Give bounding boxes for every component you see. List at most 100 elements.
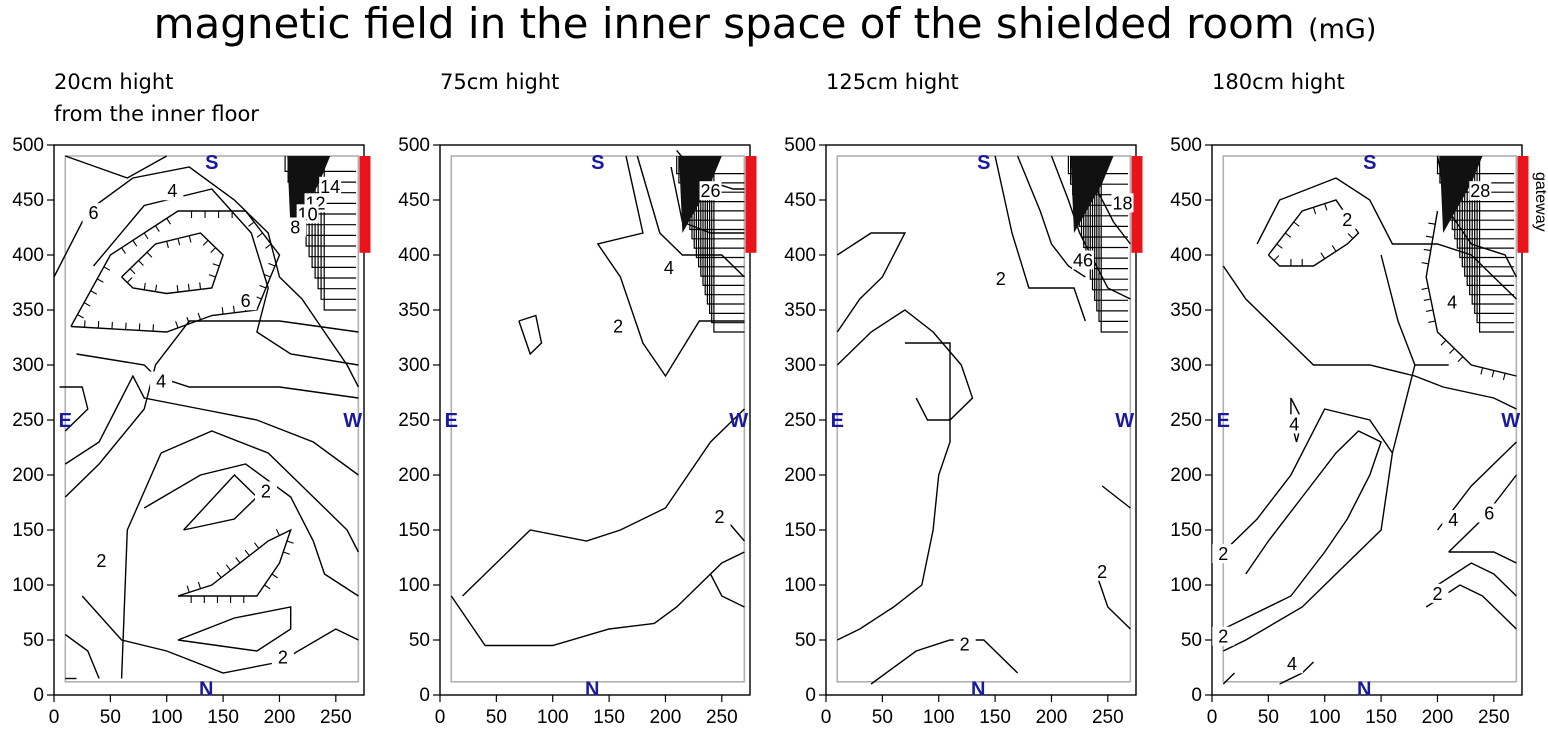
contour-hatch xyxy=(175,321,179,329)
contour-line xyxy=(636,155,745,278)
contour-line-dense xyxy=(1070,156,1129,185)
y-tick-label: 450 xyxy=(398,190,430,211)
contour-line-dense xyxy=(1091,156,1129,291)
contour-line-dense xyxy=(1479,156,1515,333)
y-tick-label: 500 xyxy=(12,135,44,156)
contour-hatch xyxy=(1421,262,1429,265)
contour-line-dense xyxy=(706,156,745,305)
contour-line-dense xyxy=(1471,156,1515,305)
contour-line xyxy=(709,573,745,608)
contour-line xyxy=(462,408,745,597)
y-tick-label: 150 xyxy=(784,520,816,541)
contour-hatch xyxy=(248,221,255,227)
contour-label: 2 xyxy=(996,269,1006,289)
y-tick-label: 400 xyxy=(12,245,44,266)
room-outline xyxy=(64,155,360,683)
x-tick-label: 50 xyxy=(1258,707,1279,728)
y-tick-label: 350 xyxy=(784,300,816,321)
y-tick-label: 0 xyxy=(419,685,430,706)
gateway-marker xyxy=(1517,156,1529,253)
contour-hatch xyxy=(202,239,209,246)
contour-label-bg xyxy=(607,316,630,336)
contour-hatch xyxy=(264,584,271,590)
y-tick-label: 450 xyxy=(1170,190,1202,211)
contour-line-dense xyxy=(711,156,745,324)
contour-line xyxy=(1437,562,1517,597)
gateway-marker xyxy=(1131,156,1143,253)
y-tick-label: 300 xyxy=(1170,355,1202,376)
y-tick-label: 500 xyxy=(398,135,430,156)
contour-hatch xyxy=(186,585,190,593)
gateway-marker xyxy=(359,156,371,253)
contour-hatch xyxy=(138,260,144,266)
panel-label-line1: 20cm hight xyxy=(54,70,174,94)
direction-east: E xyxy=(445,410,458,432)
contour-label-bg xyxy=(271,647,294,667)
contour-label-bg xyxy=(319,176,342,196)
x-tick-label: 200 xyxy=(1036,707,1068,728)
contour-label-bg xyxy=(90,550,113,570)
contour-label: 2 xyxy=(96,551,106,571)
contour-hatch xyxy=(1284,232,1292,238)
direction-west: W xyxy=(729,410,748,432)
contour-label-bg xyxy=(1212,544,1235,564)
contour-hatch xyxy=(77,314,84,319)
contour-hatch xyxy=(1425,309,1434,312)
y-tick-label: 200 xyxy=(784,465,816,486)
room-outline xyxy=(450,155,746,683)
contour-label: 2 xyxy=(278,648,288,668)
contour-line xyxy=(1290,397,1303,443)
contour-hatch xyxy=(1320,252,1326,259)
contour-hatch xyxy=(90,290,98,295)
contour-label: 6 xyxy=(241,291,251,311)
contour-hatch xyxy=(1273,255,1280,261)
contour-label-bg xyxy=(1283,414,1306,434)
y-tick-label: 100 xyxy=(1170,575,1202,596)
contour-label-bg xyxy=(657,258,680,278)
contour-line xyxy=(1101,485,1131,509)
x-tick-label: 250 xyxy=(1478,707,1510,728)
y-tick-label: 150 xyxy=(12,520,44,541)
contour-label-bg xyxy=(1441,292,1464,312)
y-tick-label: 400 xyxy=(1170,245,1202,266)
direction-west: W xyxy=(1115,410,1134,432)
contour-label-bg xyxy=(1111,193,1134,213)
contour-line xyxy=(1222,408,1393,553)
contour-label: 4 xyxy=(1289,414,1299,434)
contour-hatch xyxy=(103,266,111,271)
contour-hatch xyxy=(235,557,241,564)
contour-label-bg xyxy=(284,217,307,237)
contour-line xyxy=(1425,584,1517,630)
contour-line xyxy=(76,353,359,399)
x-tick-label: 200 xyxy=(264,707,296,728)
contour-hatch xyxy=(197,581,202,589)
y-tick-label: 500 xyxy=(784,135,816,156)
contour-hatch xyxy=(1347,233,1354,239)
contour-hatch xyxy=(263,273,271,278)
contour-panel-125cm: 0 50 100 150 200 2500501001502002503003504004… xyxy=(784,135,1143,728)
x-tick-label: 100 xyxy=(537,707,569,728)
panel-label-180cm: 180cm hight xyxy=(1212,66,1345,98)
y-tick-label: 250 xyxy=(784,410,816,431)
contour-hatch xyxy=(166,218,172,225)
contour-hatch xyxy=(186,316,190,324)
contour-hatch xyxy=(197,312,202,320)
contour-hatch xyxy=(1502,373,1506,381)
contour-line xyxy=(596,155,745,378)
contour-line xyxy=(64,633,100,679)
contour-hatch xyxy=(1428,320,1436,323)
x-tick-label: 200 xyxy=(650,707,682,728)
contour-hatch xyxy=(265,243,272,249)
contour-line xyxy=(1222,265,1517,410)
contour-hatch xyxy=(1457,356,1464,363)
contour-label: 28 xyxy=(1470,181,1490,201)
contour-line xyxy=(59,386,89,432)
contour-hatch xyxy=(126,277,133,283)
room-outline xyxy=(836,155,1132,683)
contour-hatch xyxy=(143,232,149,240)
contour-hatch xyxy=(1491,370,1495,378)
contour-label: 18 xyxy=(1112,193,1132,213)
contour-line xyxy=(1222,430,1382,630)
contour-hatch xyxy=(259,284,267,289)
